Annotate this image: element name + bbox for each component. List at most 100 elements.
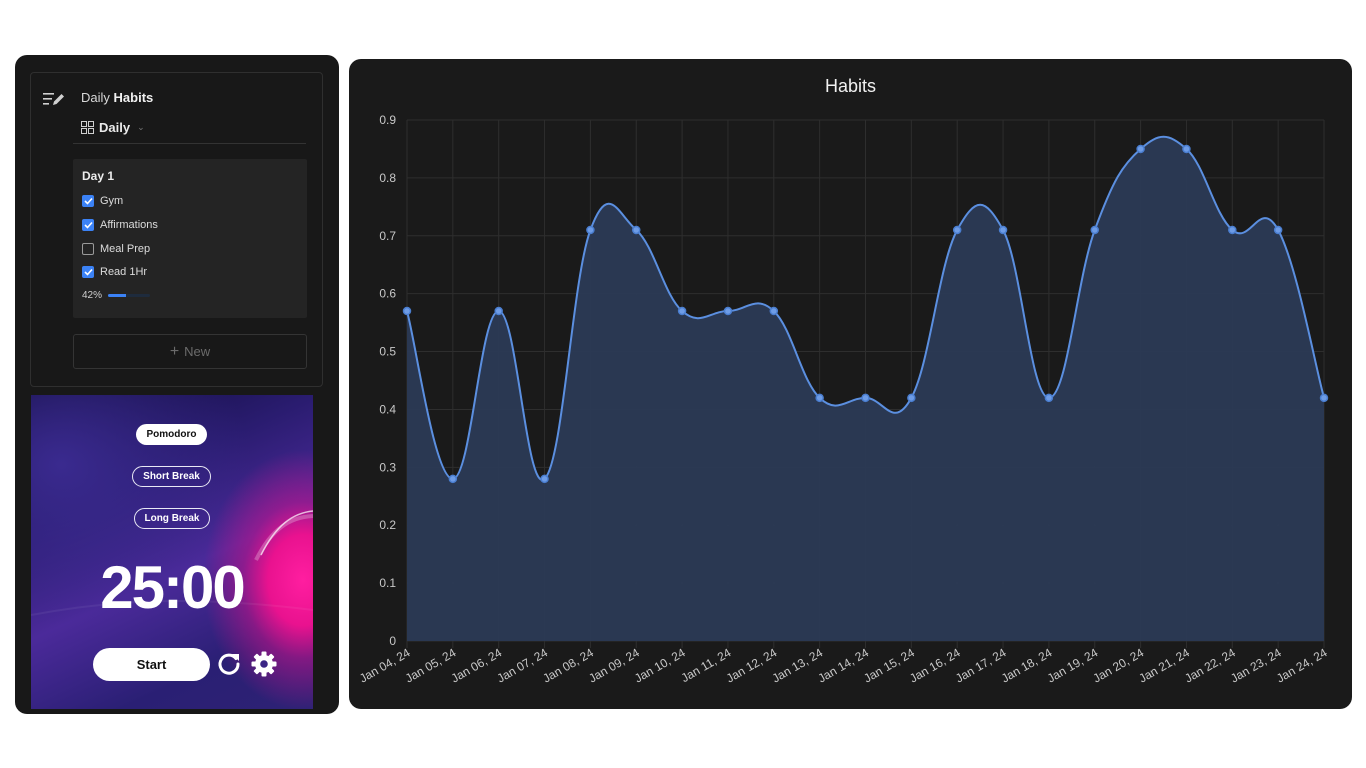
habits-card: Daily Habits Daily ⌄ Day 1 Gym — [30, 72, 323, 387]
mode-short-break-button[interactable]: Short Break — [132, 466, 211, 487]
x-tick-label: Jan 12, 24 — [724, 645, 780, 685]
x-tick-label: Jan 16, 24 — [907, 645, 963, 685]
start-button[interactable]: Start — [93, 648, 210, 681]
y-tick-label: 0.7 — [379, 229, 396, 243]
edit-list-icon[interactable] — [43, 91, 65, 107]
data-point — [540, 474, 549, 484]
habits-title: Daily Habits — [81, 90, 153, 105]
view-label: Daily — [99, 120, 131, 135]
x-tick-label: Jan 15, 24 — [861, 645, 917, 685]
progress-bar — [108, 294, 151, 297]
data-point — [723, 306, 733, 316]
chart-title: Habits — [824, 76, 877, 96]
x-tick-label: Jan 18, 24 — [999, 645, 1055, 685]
y-tick-label: 0 — [389, 634, 396, 648]
chevron-down-icon: ⌄ — [137, 122, 145, 132]
day-card: Day 1 Gym Affirmations Meal Prep — [73, 159, 307, 318]
divider — [73, 143, 306, 144]
pomodoro-widget: Pomodoro Short Break Long Break 25:00 St… — [31, 395, 313, 709]
data-point — [1182, 144, 1191, 154]
data-point — [1319, 393, 1329, 403]
mode-pomodoro-button[interactable]: Pomodoro — [136, 424, 207, 445]
progress-fill — [108, 294, 126, 297]
y-tick-label: 0.9 — [379, 113, 396, 127]
data-point — [1228, 225, 1237, 235]
y-tick-label: 0.8 — [379, 171, 396, 185]
x-tick-label: Jan 11, 24 — [679, 645, 734, 685]
task-label: Read 1Hr — [100, 266, 148, 278]
checkbox-unchecked[interactable] — [82, 243, 94, 255]
mode-label: Pomodoro — [146, 429, 197, 440]
data-point — [952, 225, 962, 235]
task-item[interactable]: Meal Prep — [82, 243, 150, 255]
x-tick-label: Jan 13, 24 — [770, 645, 826, 685]
mode-long-break-button[interactable]: Long Break — [134, 508, 210, 529]
x-tick-label: Jan 17, 24 — [953, 645, 1009, 685]
task-item[interactable]: Gym — [82, 195, 123, 207]
y-tick-label: 0.2 — [379, 518, 396, 532]
x-tick-label: Jan 21, 24 — [1136, 645, 1192, 685]
x-tick-label: Jan 06, 24 — [449, 645, 505, 685]
x-tick-label: Jan 20, 24 — [1091, 645, 1147, 685]
x-tick-label: Jan 14, 24 — [815, 645, 871, 685]
grid-icon — [81, 121, 94, 134]
x-tick-label: Jan 23, 24 — [1228, 645, 1284, 685]
x-tick-label: Jan 24, 24 — [1274, 645, 1330, 685]
timer-display: 25:00 — [100, 554, 245, 621]
x-tick-label: Jan 09, 24 — [586, 645, 642, 685]
data-point — [769, 306, 779, 316]
habits-title-prefix: Daily — [81, 90, 110, 105]
new-habit-button[interactable]: + New — [73, 334, 307, 369]
mode-label: Long Break — [144, 513, 200, 524]
view-selector[interactable]: Daily ⌄ — [81, 120, 145, 135]
x-tick-label: Jan 22, 24 — [1182, 645, 1238, 685]
y-tick-label: 0.4 — [379, 402, 396, 416]
data-point — [815, 393, 824, 403]
task-item[interactable]: Read 1Hr — [82, 266, 147, 278]
data-point — [1136, 144, 1145, 154]
x-tick-label: Jan 04, 24 — [357, 645, 413, 685]
new-label: New — [184, 344, 211, 359]
series-area — [407, 136, 1324, 641]
progress-label: 42% — [82, 290, 103, 301]
plus-icon: + — [169, 342, 180, 360]
chart-panel: Habits 0 0.1 0.2 0.3 0.4 0.5 0.6 0.7 0.8 0.9 Jan 0… — [349, 59, 1352, 709]
data-point — [402, 306, 412, 316]
x-tick-label: Jan 10, 24 — [632, 645, 688, 685]
x-tick-label: Jan 07, 24 — [495, 645, 551, 685]
x-tick-label: Jan 19, 24 — [1045, 645, 1101, 685]
x-tick-label: Jan 08, 24 — [540, 645, 596, 685]
data-point — [907, 393, 916, 403]
progress-row: 42% — [82, 290, 151, 301]
gear-icon[interactable] — [250, 650, 278, 678]
data-point — [861, 393, 870, 403]
data-point — [494, 306, 503, 316]
left-panel: Daily Habits Daily ⌄ Day 1 Gym — [15, 55, 339, 714]
y-tick-label: 0.3 — [379, 460, 396, 474]
start-label: Start — [136, 657, 167, 672]
x-tick-label: Jan 05, 24 — [403, 645, 459, 685]
y-tick-label: 0.5 — [379, 345, 396, 359]
mode-label: Short Break — [143, 471, 200, 482]
data-point — [998, 225, 1008, 235]
task-item[interactable]: Affirmations — [82, 219, 158, 231]
data-point — [677, 306, 687, 316]
reset-icon[interactable] — [215, 650, 243, 678]
habits-title-bold: Habits — [113, 90, 154, 105]
data-point — [1044, 393, 1054, 403]
background-wave — [31, 510, 313, 616]
task-label: Meal Prep — [100, 243, 151, 255]
task-label: Gym — [100, 195, 124, 207]
data-point — [1273, 225, 1283, 235]
checkbox-checked[interactable] — [82, 195, 94, 207]
y-tick-label: 0.6 — [379, 287, 396, 301]
y-tick-label: 0.1 — [379, 576, 396, 590]
day-title: Day 1 — [82, 169, 115, 183]
checkbox-checked[interactable] — [82, 219, 94, 231]
data-point — [586, 225, 595, 235]
data-point — [1090, 225, 1099, 235]
task-label: Affirmations — [100, 219, 158, 231]
checkbox-checked[interactable] — [82, 266, 94, 278]
data-point — [448, 474, 458, 484]
